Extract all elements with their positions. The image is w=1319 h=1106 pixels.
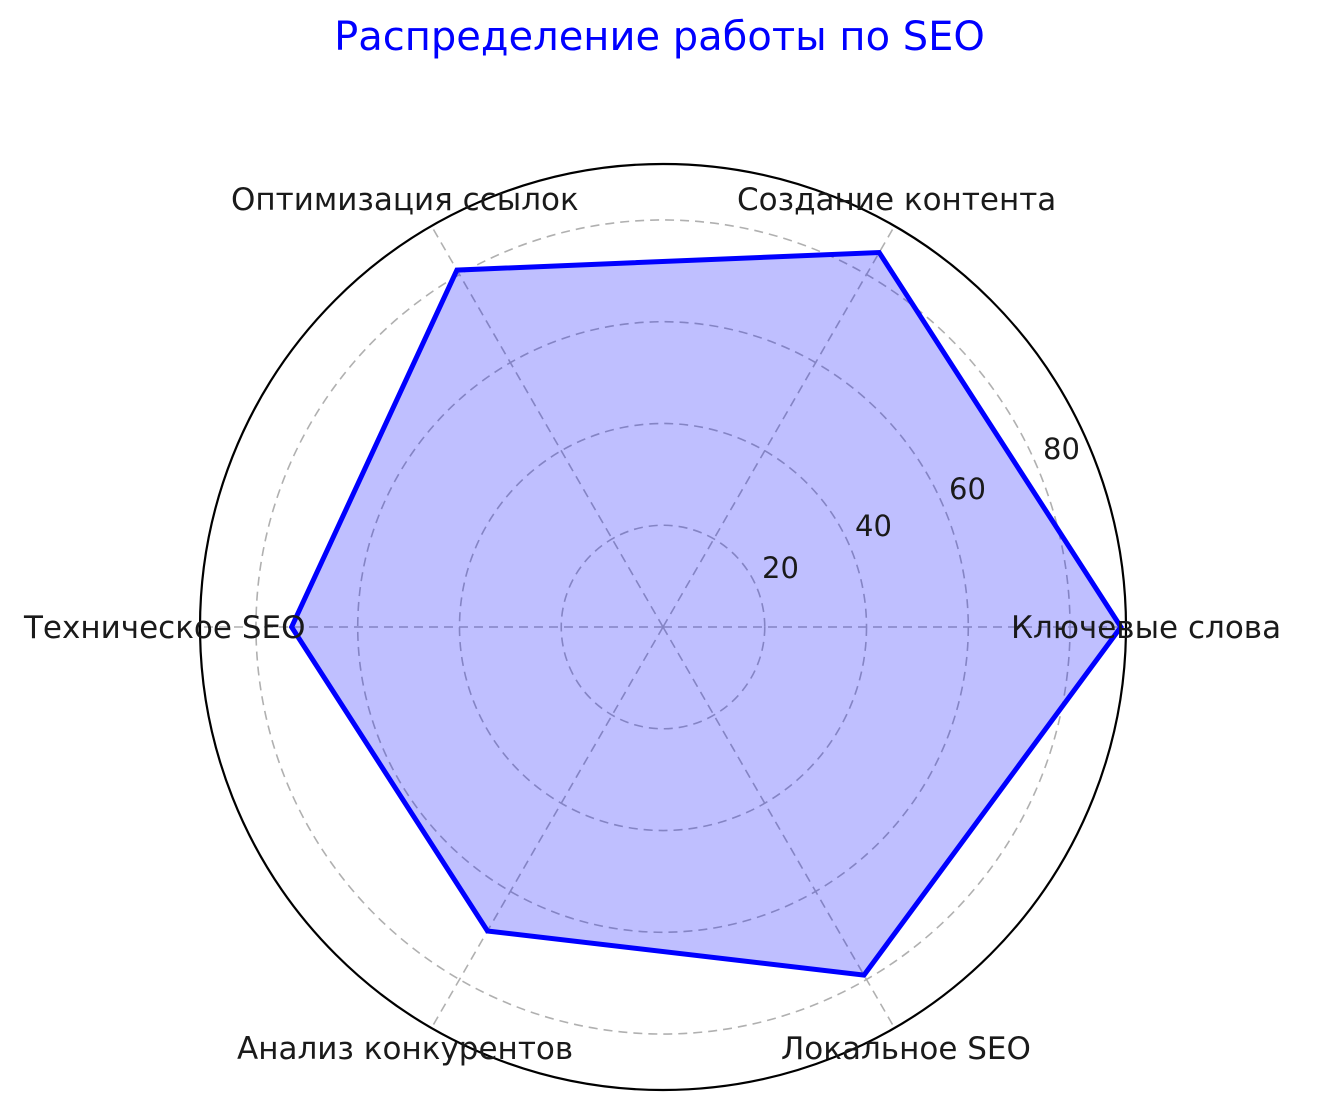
polar-outer-ring — [198, 162, 1128, 1092]
angular-gridline-4 — [430, 626, 664, 1029]
radar-data-polygon — [288, 249, 1124, 978]
angular-gridline-1 — [662, 225, 896, 628]
angular-gridline-5 — [662, 626, 896, 1029]
axis-label-klyuchevye-slova: Ключевые слова — [1011, 610, 1282, 646]
radial-gridline-20 — [560, 524, 766, 730]
r-tick-label-60: 60 — [949, 472, 986, 506]
r-tick-label-20: 20 — [762, 551, 799, 585]
axis-label-optimizaciya-ssylok: Оптимизация ссылок — [231, 182, 579, 218]
axis-label-lokalnoe-seo: Локальное SEO — [781, 1031, 1031, 1067]
chart-title: Распределение работы по SEO — [334, 14, 985, 60]
axis-label-tehnicheskoe-seo: Техническое SEO — [24, 610, 306, 646]
axis-label-analiz-konkurentov: Анализ конкурентов — [237, 1031, 574, 1067]
angular-gridline-2 — [430, 225, 664, 628]
angular-gridlines — [200, 225, 1126, 1029]
axis-label-sozdanie-kontenta: Создание контента — [737, 182, 1057, 218]
r-tick-label-80: 80 — [1043, 432, 1080, 466]
r-tick-label-40: 40 — [855, 509, 892, 543]
